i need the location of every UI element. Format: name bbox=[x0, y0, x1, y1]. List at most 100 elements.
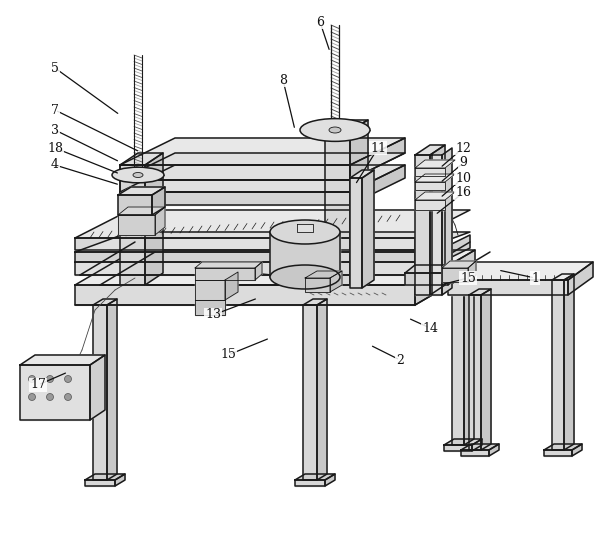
Polygon shape bbox=[303, 305, 317, 480]
Polygon shape bbox=[469, 295, 481, 450]
Polygon shape bbox=[152, 187, 165, 215]
Polygon shape bbox=[120, 153, 405, 180]
Text: 13: 13 bbox=[205, 309, 221, 321]
Polygon shape bbox=[350, 120, 368, 285]
Polygon shape bbox=[444, 439, 482, 445]
Polygon shape bbox=[350, 165, 405, 205]
Polygon shape bbox=[572, 444, 582, 456]
Polygon shape bbox=[93, 305, 107, 480]
Polygon shape bbox=[568, 262, 593, 295]
Circle shape bbox=[64, 375, 72, 383]
Text: 9: 9 bbox=[459, 157, 467, 169]
Text: 1: 1 bbox=[531, 272, 539, 284]
Polygon shape bbox=[145, 153, 163, 285]
Text: 12: 12 bbox=[455, 141, 471, 155]
Text: 15: 15 bbox=[460, 272, 476, 284]
Polygon shape bbox=[120, 165, 405, 192]
Polygon shape bbox=[552, 280, 564, 450]
Polygon shape bbox=[295, 480, 325, 486]
Polygon shape bbox=[120, 165, 350, 180]
Polygon shape bbox=[415, 192, 455, 200]
Polygon shape bbox=[75, 252, 415, 262]
Polygon shape bbox=[448, 262, 593, 280]
Polygon shape bbox=[75, 238, 415, 250]
Polygon shape bbox=[255, 262, 262, 280]
Text: 5: 5 bbox=[51, 61, 59, 75]
Polygon shape bbox=[442, 261, 476, 268]
Polygon shape bbox=[325, 474, 335, 486]
Polygon shape bbox=[544, 444, 582, 450]
Polygon shape bbox=[325, 120, 368, 130]
Text: 3: 3 bbox=[51, 124, 59, 136]
Polygon shape bbox=[85, 474, 125, 480]
Polygon shape bbox=[464, 264, 474, 445]
Polygon shape bbox=[270, 232, 340, 277]
Polygon shape bbox=[195, 262, 262, 268]
Text: 4: 4 bbox=[51, 158, 59, 172]
Polygon shape bbox=[415, 200, 445, 210]
Polygon shape bbox=[93, 299, 117, 305]
Polygon shape bbox=[405, 265, 458, 273]
Ellipse shape bbox=[329, 127, 341, 133]
Polygon shape bbox=[75, 250, 475, 285]
Polygon shape bbox=[118, 187, 165, 195]
Polygon shape bbox=[115, 474, 125, 486]
Polygon shape bbox=[415, 250, 475, 305]
Polygon shape bbox=[452, 264, 474, 270]
Polygon shape bbox=[350, 178, 362, 288]
Polygon shape bbox=[469, 289, 491, 295]
Polygon shape bbox=[362, 170, 374, 288]
Polygon shape bbox=[85, 480, 115, 486]
Polygon shape bbox=[564, 274, 574, 450]
Polygon shape bbox=[195, 280, 225, 300]
Polygon shape bbox=[415, 174, 455, 182]
Polygon shape bbox=[461, 450, 489, 456]
Polygon shape bbox=[468, 261, 476, 282]
Text: 8: 8 bbox=[279, 73, 287, 87]
Polygon shape bbox=[448, 280, 568, 295]
Polygon shape bbox=[415, 160, 455, 168]
Circle shape bbox=[29, 375, 35, 383]
Polygon shape bbox=[415, 155, 430, 295]
Polygon shape bbox=[350, 138, 405, 180]
Text: 2: 2 bbox=[396, 353, 404, 367]
Polygon shape bbox=[195, 300, 225, 315]
Polygon shape bbox=[20, 365, 90, 420]
Ellipse shape bbox=[270, 220, 340, 244]
Polygon shape bbox=[118, 215, 155, 235]
Polygon shape bbox=[75, 262, 415, 275]
Ellipse shape bbox=[300, 119, 370, 141]
Polygon shape bbox=[120, 138, 405, 165]
Text: 7: 7 bbox=[51, 104, 59, 116]
Text: 10: 10 bbox=[455, 172, 471, 184]
Polygon shape bbox=[75, 285, 415, 305]
Text: 15: 15 bbox=[220, 348, 236, 362]
Polygon shape bbox=[415, 235, 470, 275]
Polygon shape bbox=[120, 165, 145, 285]
Polygon shape bbox=[452, 270, 464, 445]
Polygon shape bbox=[415, 182, 445, 190]
Polygon shape bbox=[75, 210, 470, 238]
Text: 6: 6 bbox=[316, 15, 324, 29]
Polygon shape bbox=[297, 224, 313, 232]
Polygon shape bbox=[442, 268, 468, 282]
Ellipse shape bbox=[270, 265, 340, 289]
Ellipse shape bbox=[112, 167, 164, 183]
Polygon shape bbox=[118, 195, 152, 215]
Polygon shape bbox=[442, 148, 452, 295]
Polygon shape bbox=[195, 268, 255, 280]
Polygon shape bbox=[350, 170, 374, 178]
Ellipse shape bbox=[133, 172, 143, 178]
Circle shape bbox=[47, 394, 54, 401]
Polygon shape bbox=[295, 474, 335, 480]
Text: 18: 18 bbox=[47, 141, 63, 155]
Polygon shape bbox=[317, 299, 327, 480]
Polygon shape bbox=[107, 299, 117, 480]
Polygon shape bbox=[444, 445, 472, 451]
Polygon shape bbox=[472, 439, 482, 451]
Polygon shape bbox=[75, 232, 470, 252]
Text: 16: 16 bbox=[455, 187, 471, 199]
Polygon shape bbox=[405, 273, 448, 285]
Text: 14: 14 bbox=[422, 321, 438, 335]
Polygon shape bbox=[544, 450, 572, 456]
